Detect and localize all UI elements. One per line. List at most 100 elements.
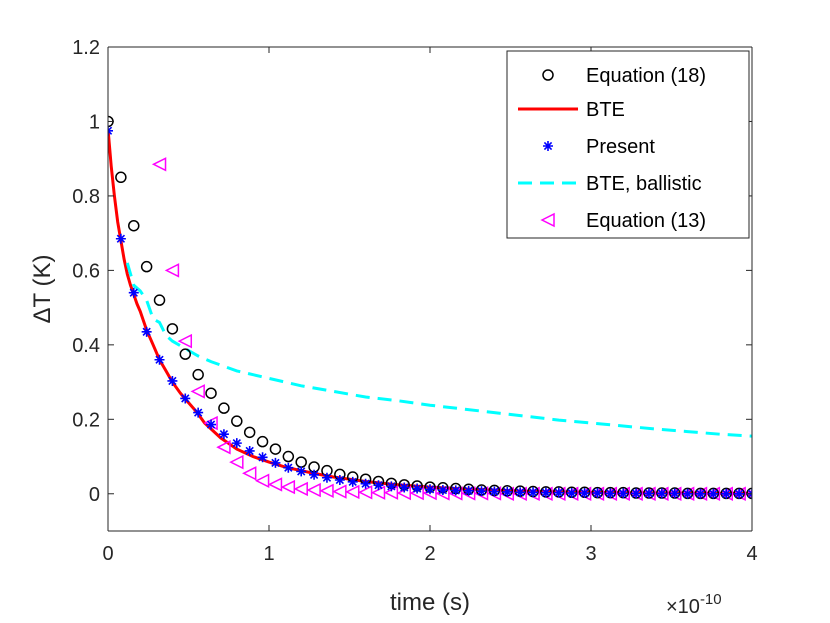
data-point bbox=[373, 480, 384, 491]
data-point bbox=[296, 466, 307, 477]
y-tick-label: 0.4 bbox=[72, 335, 100, 357]
data-point bbox=[682, 488, 693, 499]
x-axis-multiplier-exponent: -10 bbox=[700, 591, 722, 608]
data-point bbox=[463, 485, 474, 496]
legend-marker bbox=[543, 141, 553, 151]
data-point bbox=[631, 488, 642, 499]
data-point bbox=[257, 452, 268, 463]
data-point bbox=[695, 488, 706, 499]
data-point bbox=[450, 485, 461, 496]
x-tick-label: 2 bbox=[424, 543, 435, 565]
data-point bbox=[309, 469, 320, 480]
data-point bbox=[528, 487, 539, 498]
data-point bbox=[218, 429, 229, 440]
data-point bbox=[321, 472, 332, 483]
data-point bbox=[425, 484, 435, 495]
data-point bbox=[721, 488, 732, 499]
x-axis-multiplier: ×10-10 bbox=[666, 591, 722, 618]
x-tick-label: 3 bbox=[585, 543, 596, 565]
data-point bbox=[244, 445, 255, 456]
data-point bbox=[437, 485, 448, 496]
legend-item: Equation (18) bbox=[542, 65, 706, 87]
data-point bbox=[386, 481, 397, 492]
data-point bbox=[231, 438, 242, 449]
bte-ballistic-line bbox=[125, 262, 752, 438]
data-point bbox=[267, 477, 283, 492]
data-point bbox=[242, 466, 257, 481]
series-layer bbox=[108, 115, 752, 501]
data-point bbox=[167, 375, 178, 386]
data-point bbox=[347, 476, 358, 487]
data-point bbox=[708, 488, 719, 499]
legend-label: BTE bbox=[586, 99, 625, 121]
data-point bbox=[553, 487, 564, 498]
x-axis-multiplier-base: ×10 bbox=[666, 596, 700, 618]
data-point bbox=[193, 407, 204, 418]
data-point bbox=[734, 488, 745, 499]
data-point bbox=[216, 440, 231, 455]
y-tick-label: 0.8 bbox=[72, 186, 100, 208]
data-point bbox=[269, 443, 282, 455]
x-tick-label: 4 bbox=[746, 543, 757, 565]
legend-label: Present bbox=[586, 136, 655, 158]
legend-marker bbox=[542, 69, 554, 81]
data-point bbox=[128, 287, 139, 298]
data-point bbox=[128, 219, 140, 232]
data-point bbox=[476, 486, 487, 497]
data-point bbox=[180, 393, 191, 404]
legend-label: Equation (18) bbox=[586, 65, 706, 87]
data-point bbox=[115, 233, 126, 244]
legend-item: Present bbox=[543, 136, 655, 158]
x-tick-label: 0 bbox=[102, 543, 113, 565]
data-point bbox=[243, 426, 256, 439]
data-point bbox=[151, 157, 167, 172]
data-point bbox=[270, 457, 281, 468]
data-point bbox=[399, 482, 410, 493]
data-point bbox=[592, 488, 603, 499]
legend-item: Equation (13) bbox=[540, 210, 706, 232]
data-point bbox=[643, 488, 654, 499]
data-point bbox=[231, 415, 243, 427]
data-point bbox=[618, 488, 629, 499]
x-axis-label: time (s) bbox=[390, 589, 470, 616]
legend-item: BTE, ballistic bbox=[518, 173, 702, 195]
data-point bbox=[669, 488, 680, 499]
legend-item: BTE bbox=[518, 99, 625, 121]
data-point bbox=[502, 486, 513, 497]
data-point bbox=[489, 486, 500, 497]
data-point bbox=[605, 488, 616, 499]
data-point bbox=[282, 450, 295, 463]
series-star-markers bbox=[108, 125, 752, 499]
series-dashed-line bbox=[125, 262, 752, 438]
x-tick-label: 1 bbox=[263, 543, 274, 565]
data-point bbox=[154, 354, 165, 365]
data-point bbox=[206, 419, 217, 430]
data-point bbox=[334, 474, 345, 485]
data-point bbox=[153, 294, 166, 306]
y-tick-label: 1.2 bbox=[72, 37, 100, 59]
data-point bbox=[190, 384, 205, 399]
data-point bbox=[205, 387, 217, 399]
data-point bbox=[515, 487, 526, 498]
data-point bbox=[218, 402, 230, 414]
data-point bbox=[293, 481, 308, 497]
data-point bbox=[579, 488, 590, 499]
data-point bbox=[254, 473, 270, 488]
data-point bbox=[192, 368, 204, 381]
y-tick-label: 0 bbox=[89, 484, 100, 506]
data-point bbox=[164, 263, 180, 278]
y-tick-label: 0.6 bbox=[72, 260, 100, 282]
data-point bbox=[141, 326, 152, 337]
data-point bbox=[306, 482, 321, 498]
data-point bbox=[540, 487, 551, 498]
data-point bbox=[115, 171, 127, 184]
data-point bbox=[656, 488, 667, 499]
y-tick-label: 1 bbox=[89, 111, 100, 133]
data-point bbox=[256, 435, 269, 448]
data-point bbox=[140, 260, 153, 273]
legend-label: BTE, ballistic bbox=[586, 173, 702, 195]
y-axis-label: ΔT (K) bbox=[29, 255, 56, 324]
data-point bbox=[166, 323, 179, 335]
legend-marker bbox=[540, 212, 555, 228]
